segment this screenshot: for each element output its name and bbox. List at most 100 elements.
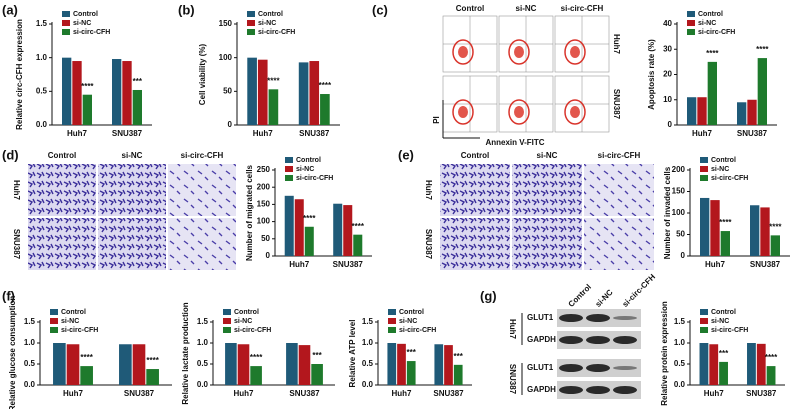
- transwell-image: [168, 218, 236, 270]
- row-label: SNU387: [12, 229, 21, 260]
- bar: [257, 59, 268, 125]
- band-label: GAPDH: [527, 385, 556, 394]
- band: [559, 364, 583, 372]
- bar: [119, 344, 132, 385]
- bar: [700, 197, 710, 256]
- row-label: SNU387: [424, 229, 433, 260]
- bar: [304, 226, 314, 256]
- band: [586, 364, 610, 372]
- y-tick-label: 0.0: [197, 380, 209, 389]
- band: [559, 386, 583, 394]
- y-tick-label: 0: [266, 251, 271, 260]
- y-tick-label: 0.5: [197, 359, 209, 368]
- transwell-image: [98, 164, 166, 216]
- y-axis-label: Cell viability (%): [198, 43, 207, 105]
- significance: ***: [454, 352, 464, 361]
- bar: [719, 361, 728, 385]
- column-label: Control: [48, 151, 76, 160]
- legend-swatch: [700, 166, 708, 172]
- bar: [146, 369, 159, 385]
- column-label: si-circ-CFH: [561, 4, 604, 13]
- panel-label: (f): [2, 288, 15, 303]
- legend-label: Control: [61, 309, 86, 316]
- significance: ***: [312, 351, 322, 360]
- transwell-image: [440, 164, 510, 216]
- cell-cloud: [564, 99, 586, 125]
- band: [559, 314, 583, 322]
- bar: [750, 205, 760, 256]
- legend-label: si-NC: [296, 166, 314, 173]
- transwell-image: [28, 164, 96, 216]
- bar: [699, 343, 709, 385]
- y-tick-label: 150: [219, 19, 233, 28]
- y-tick-label: 0.0: [362, 380, 374, 389]
- bar: [709, 344, 719, 385]
- bar: [309, 61, 320, 125]
- panel-label: (d): [2, 147, 19, 162]
- bar: [353, 234, 363, 256]
- band: [613, 316, 637, 320]
- panel-label: (e): [398, 147, 414, 162]
- legend-swatch: [700, 157, 708, 163]
- legend-label: si-NC: [61, 318, 79, 325]
- legend-label: Control: [399, 309, 424, 316]
- bar: [710, 200, 720, 256]
- significance: ****: [719, 218, 732, 227]
- legend-label: si-circ-CFH: [61, 327, 98, 334]
- x-tick-label: Huh7: [234, 389, 255, 398]
- bar: [757, 58, 767, 125]
- bar: [268, 89, 279, 125]
- y-axis-label: Relative circ-CFH expression: [15, 19, 24, 130]
- legend-swatch: [388, 327, 396, 333]
- legend-swatch: [223, 309, 231, 315]
- column-label: Control: [461, 151, 489, 160]
- legend-label: si-circ-CFH: [73, 29, 110, 36]
- legend-swatch: [62, 20, 70, 26]
- bar: [247, 57, 257, 125]
- transwell-image: [168, 164, 236, 216]
- legend-label: si-circ-CFH: [234, 327, 271, 334]
- legend-label: si-circ-CFH: [296, 175, 333, 182]
- legend-label: si-circ-CFH: [698, 29, 735, 36]
- panel-label: (b): [178, 2, 195, 17]
- y-axis-label: Relative glucose consumption: [8, 296, 17, 409]
- x-tick-label: SNU387: [112, 129, 143, 138]
- column-label: si-circ-CFH: [598, 151, 641, 160]
- legend-label: si-NC: [399, 318, 417, 325]
- cell-cloud: [570, 106, 580, 118]
- x-tick-label: Huh7: [705, 260, 726, 269]
- legend-label: si-NC: [698, 20, 716, 27]
- y-axis-label: Apoptosis rate (%): [647, 39, 656, 110]
- column-label: si-NC: [516, 4, 537, 13]
- cell-cloud: [458, 46, 468, 58]
- legend-swatch: [285, 157, 293, 163]
- y-tick-label: 0.0: [674, 380, 686, 389]
- significance: ****: [765, 353, 778, 362]
- cell-cloud: [564, 39, 586, 65]
- legend-swatch: [700, 327, 708, 333]
- legend-swatch: [285, 175, 293, 181]
- band: [586, 386, 610, 394]
- y-tick-label: 250: [257, 165, 271, 174]
- y-tick-label: 1.5: [36, 19, 48, 28]
- bar: [294, 199, 304, 256]
- x-tick-label: Huh7: [392, 389, 413, 398]
- y-axis-label: Number of migrated cells: [245, 164, 254, 261]
- y-axis-label: Relative protein expression: [660, 301, 669, 406]
- x-tick-label: SNU387: [289, 389, 320, 398]
- group-label: SNU387: [508, 364, 517, 395]
- y-tick-label: 150: [257, 200, 271, 209]
- bar: [707, 61, 717, 125]
- y-axis-label: Relative lactate production: [181, 302, 190, 404]
- legend-swatch: [62, 29, 70, 35]
- bar: [770, 235, 780, 256]
- transwell-image: [28, 218, 96, 270]
- legend-label: si-circ-CFH: [399, 327, 436, 334]
- x-tick-label: Huh7: [704, 389, 725, 398]
- cell-cloud: [508, 99, 530, 125]
- y-tick-label: 100: [219, 53, 233, 62]
- cell-cloud: [514, 106, 524, 118]
- x-tick-label: Huh7: [67, 129, 88, 138]
- legend-label: si-circ-CFH: [711, 327, 748, 334]
